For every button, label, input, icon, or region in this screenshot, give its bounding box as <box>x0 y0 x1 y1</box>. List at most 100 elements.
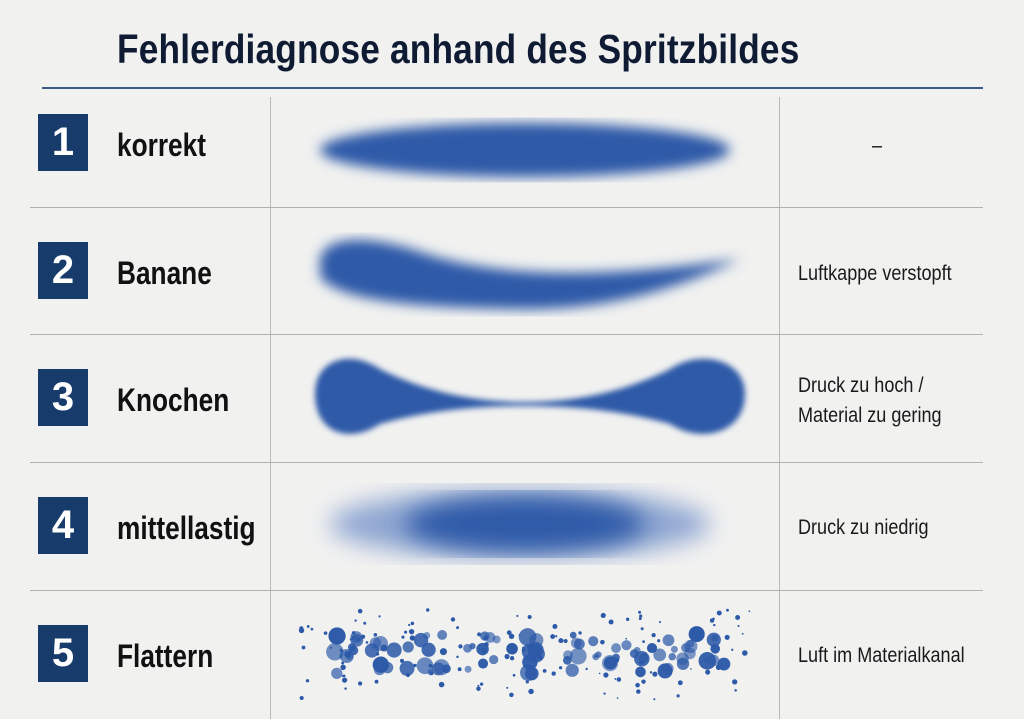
spray-droplet <box>373 633 378 637</box>
spray-droplet <box>509 656 515 661</box>
spray-droplet <box>347 643 356 652</box>
spray-droplet <box>409 635 415 641</box>
spray-droplet <box>506 686 509 689</box>
spray-droplet <box>643 653 647 656</box>
page-title: Fehlerdiagnose anhand des Spritzbildes <box>117 26 800 72</box>
spray-pattern-flutter <box>298 608 751 701</box>
spray-droplet <box>386 642 402 658</box>
spray-droplet <box>646 642 658 654</box>
spray-droplet <box>469 642 476 650</box>
spray-droplet <box>456 655 459 659</box>
spray-droplet <box>356 637 361 642</box>
spray-droplet <box>323 631 328 635</box>
spray-droplet <box>438 681 445 688</box>
spray-droplet <box>594 655 597 658</box>
spray-droplet <box>565 663 579 677</box>
spray-droplet <box>354 619 357 622</box>
spray-droplet <box>735 615 741 620</box>
spray-droplet <box>527 615 532 620</box>
spray-droplet <box>339 640 342 643</box>
spray-droplet <box>668 652 677 661</box>
spray-droplet <box>329 646 332 649</box>
spray-droplet <box>713 623 716 627</box>
spray-droplet <box>708 656 711 660</box>
row-divider <box>30 462 983 463</box>
spray-droplet <box>328 627 346 645</box>
spray-droplet <box>737 624 740 628</box>
spray-droplet <box>339 648 354 664</box>
spray-droplet <box>352 636 356 640</box>
spray-droplet <box>402 641 414 653</box>
spray-droplet <box>600 612 606 618</box>
table-row: 3 Knochen Druck zu hoch / Material zu ge… <box>0 334 1024 462</box>
spray-droplet <box>464 665 472 673</box>
spray-droplet <box>478 658 489 669</box>
spray-droplet <box>625 637 628 640</box>
spray-droplet <box>408 628 415 635</box>
table-row: 5 Flattern Luft im Materialkanal <box>0 590 1024 719</box>
spray-droplet <box>504 653 510 660</box>
spray-pattern-bone <box>315 358 745 434</box>
cause-text: Druck zu hoch / Material zu gering <box>798 371 942 431</box>
spray-droplet <box>692 628 695 631</box>
table-row: 2 Banane Luftkappe verstopft <box>0 207 1024 334</box>
spray-droplet <box>706 632 721 647</box>
spray-droplet <box>408 623 411 627</box>
row-divider <box>30 334 983 335</box>
row-number-badge: 4 <box>38 497 88 554</box>
spray-droplet <box>600 639 605 645</box>
spray-droplet <box>611 643 621 654</box>
spray-droplet <box>542 668 547 673</box>
spray-droplet <box>726 608 729 612</box>
spray-droplet <box>662 662 674 675</box>
pattern-name: Knochen <box>117 382 230 418</box>
spray-droplet <box>306 625 310 628</box>
spray-droplet <box>433 659 450 676</box>
spray-pattern-banana <box>320 239 740 310</box>
spray-droplet <box>569 631 577 639</box>
spray-droplet <box>429 671 434 676</box>
cause-text: Druck zu niedrig <box>798 516 929 539</box>
pattern-name: Flattern <box>117 638 214 674</box>
spray-droplet <box>404 630 408 634</box>
spray-droplet <box>734 689 737 692</box>
spray-droplet <box>421 642 436 657</box>
spray-droplet <box>563 638 568 644</box>
spray-droplet <box>608 662 610 665</box>
spray-droplet <box>616 677 622 682</box>
spray-droplet <box>603 672 609 678</box>
spray-droplet <box>635 666 646 678</box>
spray-droplet <box>518 634 521 637</box>
spray-droplet <box>625 617 630 621</box>
spray-droplet <box>340 664 346 671</box>
spray-droplet <box>399 658 405 663</box>
column-divider <box>270 97 271 719</box>
spray-droplet <box>298 627 305 634</box>
spray-droplet <box>524 665 527 669</box>
spray-droplet <box>641 679 646 684</box>
spray-droplet <box>636 689 641 694</box>
spray-droplet <box>516 614 519 618</box>
spray-droplet <box>301 645 306 650</box>
spray-droplet <box>676 694 680 698</box>
cause-text: Luftkappe verstopft <box>798 262 952 285</box>
spray-droplet <box>598 672 601 675</box>
spray-droplet <box>588 636 599 647</box>
table-row: 4 mittellastig Druck zu niedrig <box>0 462 1024 590</box>
spray-droplet <box>377 669 381 673</box>
spray-droplet <box>551 671 556 676</box>
spray-droplet <box>372 656 389 673</box>
spray-droplet <box>529 633 544 648</box>
spray-droplet <box>450 617 456 622</box>
spray-droplet <box>340 653 343 656</box>
spray-droplet <box>690 668 692 670</box>
spray-droplet <box>742 650 748 656</box>
table-row: 1 korrekt – <box>0 97 1024 207</box>
spray-droplet <box>349 638 352 641</box>
spray-droplet <box>616 697 619 699</box>
spray-droplet <box>670 645 678 653</box>
spray-droplet <box>558 666 563 670</box>
row-number-badge: 2 <box>38 242 88 299</box>
spray-droplet <box>439 648 447 656</box>
spray-droplet <box>635 682 640 688</box>
